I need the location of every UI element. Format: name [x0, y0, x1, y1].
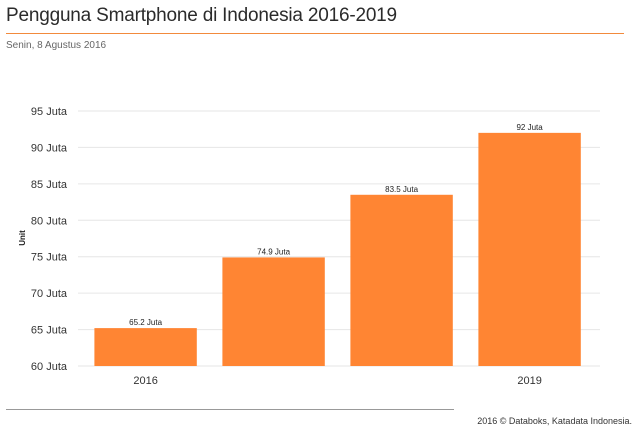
bar-value-label: 92 Juta: [516, 123, 543, 132]
y-tick-label: 60 Juta: [31, 361, 68, 373]
bar: [478, 132, 581, 366]
source-credit: 2016 © Databoks, Katadata Indonesia.: [477, 416, 632, 426]
x-tick-label: 2016: [133, 375, 157, 387]
title-divider: [6, 33, 624, 34]
y-tick-label: 75 Juta: [31, 252, 68, 264]
y-tick-label: 65 Juta: [31, 325, 68, 337]
chart-date: Senin, 8 Agustus 2016: [6, 40, 107, 51]
x-tick-label: 2019: [517, 375, 541, 387]
chart-title: Pengguna Smartphone di Indonesia 2016-20…: [6, 5, 397, 26]
bar-value-label: 65.2 Juta: [129, 318, 162, 327]
bar-chart: 60 Juta 65 Juta 70 Juta 75 Juta 80 Juta 85 Ju…: [18, 106, 600, 387]
bar: [222, 257, 325, 366]
y-tick-label: 90 Juta: [31, 142, 68, 154]
bar-value-label: 74.9 Juta: [257, 247, 290, 256]
y-axis-label: Unit: [18, 230, 27, 246]
footer-divider: [6, 409, 454, 410]
y-tick-label: 85 Juta: [31, 179, 68, 191]
bar: [350, 194, 453, 366]
bar-value-label: 83.5 Juta: [385, 185, 418, 194]
y-tick-label: 95 Juta: [31, 106, 68, 118]
bar: [94, 328, 197, 366]
y-tick-label: 70 Juta: [31, 288, 68, 300]
y-tick-label: 80 Juta: [31, 215, 68, 227]
